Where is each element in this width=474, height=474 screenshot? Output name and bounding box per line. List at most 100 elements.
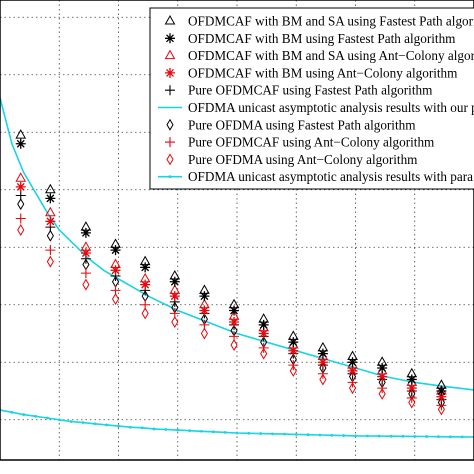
data-point [294,433,298,436]
data-point [15,181,26,192]
data-point [80,227,91,238]
data-point [169,276,180,287]
data-point [110,285,121,296]
data-point [347,350,358,360]
legend-label: Pure OFDMCAF using Fastest Path algorith… [188,83,433,98]
data-point [317,348,328,359]
data-point [247,431,251,435]
data-point [15,213,26,224]
data-point [69,420,73,423]
data-point [258,313,270,323]
data-point [46,229,54,242]
data-point [258,342,269,353]
data-point [288,345,299,356]
data-point [287,330,299,340]
data-point [199,298,210,309]
data-point [45,216,56,227]
legend-marker [166,153,174,166]
data-point [408,396,416,409]
data-point [171,316,179,328]
data-point [46,255,54,268]
data-point [152,427,156,431]
data-point [15,129,27,139]
data-point [199,319,210,330]
legend-marker [165,67,175,78]
legend-entry: OFDMCAF with BM and SA using Ant−Colony … [164,48,474,63]
data-point [169,291,180,302]
legend-marker [164,14,176,25]
data-point [401,434,405,438]
legend-label: Pure OFDMA using Fastest Path algorithm [188,117,416,132]
data-point [365,434,369,438]
data-point [188,429,192,433]
series-9 [0,408,474,439]
legend-label: OFDMCAF with BM using Fastest Path algor… [188,31,456,46]
data-point [199,291,210,302]
data-point [377,371,388,382]
data-point [288,337,299,348]
data-point [199,284,210,294]
data-point [45,193,56,204]
data-point [289,364,297,377]
data-point [17,224,25,236]
data-point [259,432,263,435]
data-point [22,413,26,416]
data-point [110,238,121,248]
data-point [378,387,386,400]
data-point [34,414,37,418]
legend-marker [165,33,175,44]
legend-label: OFDMCAF with BM using Ant−Colony algorit… [188,65,458,80]
legend-marker [164,49,176,60]
data-point [81,421,85,425]
data-point [80,248,91,258]
data-point [436,379,447,389]
data-point [377,363,388,373]
data-point [82,278,90,291]
legend-marker [165,137,175,148]
legend-box [149,7,474,190]
data-point [437,403,445,416]
data-point [229,331,240,342]
legend-label: OFDMCAF with BM and SA using Fastest Pat… [188,14,474,29]
data-point [376,356,388,366]
data-point [45,183,56,194]
data-point [318,433,322,437]
legend-entry: Pure OFDMA using Ant−Colony algorithm [166,152,418,167]
data-point [140,426,144,430]
data-point [306,433,310,437]
data-point [260,347,268,360]
data-point [199,305,210,316]
axes-frame [0,0,474,461]
legend: OFDMCAF with BM and SA using Fastest Pat… [149,7,474,190]
data-point [377,434,381,438]
data-point [228,310,240,320]
data-point [80,268,91,279]
data-point [460,435,464,439]
data-point [317,357,328,368]
data-point [223,431,227,434]
data-point [406,383,417,394]
data-point [354,434,357,438]
data-point [117,424,120,428]
data-point [110,265,121,276]
data-point [80,221,92,231]
data-point [230,339,238,351]
data-point [406,367,418,378]
data-point [15,172,27,182]
data-point [45,206,56,217]
series-2 [15,172,447,395]
data-point [57,418,61,422]
data-point [317,368,328,379]
data-point [448,435,452,439]
series-layer [0,97,474,439]
data-point [330,433,334,437]
data-point [258,319,269,330]
data-point [436,391,447,402]
data-point [319,373,327,386]
legend-entry: Pure OFDMCAF using Ant−Colony algorithm [165,135,435,150]
data-point [211,430,215,434]
data-point [437,435,440,439]
data-point [110,245,121,256]
legend-entry: OFDMCAF with BM and SA using Fastest Pat… [164,14,474,29]
